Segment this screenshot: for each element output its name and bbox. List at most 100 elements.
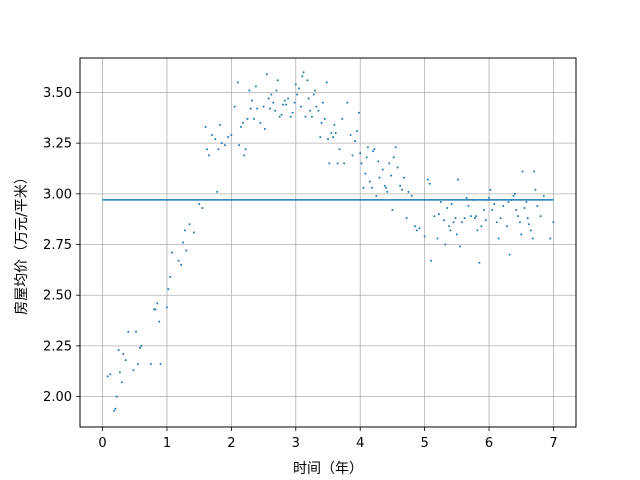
y-tick-label: 2.75 <box>43 238 72 253</box>
data-point <box>405 217 408 220</box>
data-point <box>442 219 445 222</box>
data-point <box>360 162 363 165</box>
y-tick-label: 2.25 <box>43 339 72 354</box>
data-point <box>377 160 380 163</box>
data-point <box>328 162 331 165</box>
data-point <box>293 101 296 104</box>
data-point <box>381 168 384 171</box>
data-point <box>467 205 470 208</box>
y-axis-label: 房屋均价（万元/平米） <box>14 170 30 315</box>
data-point <box>117 348 120 351</box>
data-point <box>312 93 315 96</box>
data-point <box>502 205 505 208</box>
data-point <box>132 369 135 372</box>
data-point <box>193 231 196 234</box>
data-point <box>510 198 513 201</box>
data-point <box>471 198 474 201</box>
plot-area <box>80 58 576 427</box>
data-point <box>217 148 220 151</box>
data-point <box>497 237 500 240</box>
data-point <box>327 138 329 141</box>
data-point <box>156 302 159 305</box>
data-point <box>256 107 259 110</box>
data-point <box>368 180 371 183</box>
data-point <box>463 217 466 220</box>
data-point <box>298 87 301 90</box>
data-point <box>244 148 247 151</box>
data-point <box>396 166 399 169</box>
data-point <box>223 144 226 147</box>
data-point <box>536 205 539 208</box>
data-point <box>428 182 431 185</box>
data-point <box>333 123 336 126</box>
x-axis: 0 1 2 3 4 5 6 7 <box>98 427 558 451</box>
data-point <box>278 115 281 118</box>
data-point <box>281 103 284 106</box>
data-point <box>539 215 542 218</box>
data-point <box>410 194 413 197</box>
data-point <box>177 259 180 262</box>
data-point <box>525 200 528 203</box>
data-point <box>549 237 552 240</box>
data-point <box>394 146 397 149</box>
data-point <box>323 117 326 120</box>
data-point <box>460 221 463 224</box>
data-point <box>439 200 442 203</box>
data-point <box>480 225 483 228</box>
data-point <box>302 71 305 74</box>
data-point <box>180 263 183 266</box>
data-point <box>433 215 436 218</box>
data-point <box>457 178 460 181</box>
data-point <box>343 162 346 165</box>
data-point <box>373 148 376 151</box>
data-point <box>262 105 265 108</box>
data-point <box>294 83 297 86</box>
data-point <box>283 99 286 102</box>
data-point <box>246 117 249 120</box>
data-point <box>355 129 358 132</box>
data-point <box>384 186 387 189</box>
data-point <box>113 409 116 412</box>
data-point <box>307 97 310 100</box>
data-point <box>489 188 492 191</box>
data-point <box>520 233 523 236</box>
data-point <box>274 109 277 112</box>
data-point <box>399 184 402 187</box>
data-point <box>526 217 529 220</box>
data-point <box>124 359 127 362</box>
data-point <box>455 233 458 236</box>
data-point <box>301 75 304 78</box>
data-point <box>216 190 219 193</box>
data-point <box>154 308 157 311</box>
y-tick-label: 3.00 <box>43 187 72 202</box>
y-axis: 2.00 2.25 2.50 2.75 3.00 3.25 3.50 <box>43 86 80 405</box>
data-point <box>127 330 130 333</box>
data-point <box>375 194 378 197</box>
data-point <box>488 196 491 199</box>
data-point <box>449 229 452 232</box>
data-point <box>205 148 208 151</box>
data-point <box>188 223 191 226</box>
data-point <box>507 200 510 203</box>
data-point <box>338 148 341 151</box>
data-point <box>486 198 489 201</box>
data-point <box>407 190 410 193</box>
data-point <box>499 217 502 220</box>
data-point <box>280 113 283 116</box>
data-point <box>201 207 204 210</box>
data-point <box>386 190 389 193</box>
data-point <box>452 221 455 224</box>
data-point <box>275 89 278 92</box>
data-point <box>220 142 223 145</box>
data-point <box>354 140 357 143</box>
data-point <box>306 79 309 82</box>
data-point <box>248 89 251 92</box>
data-point <box>336 162 339 165</box>
data-point <box>534 188 537 191</box>
data-point <box>136 363 139 366</box>
data-point <box>254 85 257 88</box>
data-point <box>115 395 118 398</box>
data-point <box>171 251 174 254</box>
data-point <box>269 107 272 110</box>
data-point <box>531 237 534 240</box>
